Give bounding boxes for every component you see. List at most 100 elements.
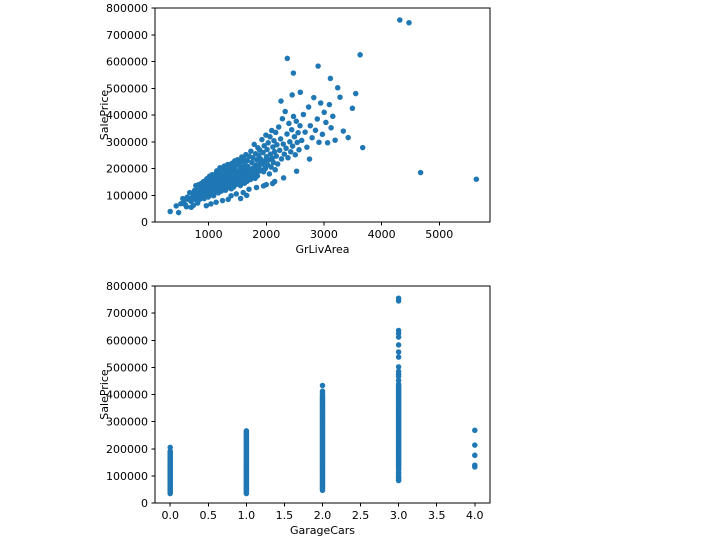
data-point	[323, 119, 329, 126]
data-point	[311, 94, 317, 101]
data-point	[316, 139, 322, 146]
data-point	[315, 63, 321, 69]
data-point	[287, 149, 294, 155]
data-point	[280, 175, 287, 181]
data-point	[265, 140, 271, 146]
data-point	[286, 120, 292, 127]
data-point	[352, 90, 359, 97]
y-tick-label: 300000	[106, 136, 148, 149]
data-point	[271, 137, 277, 144]
data-point	[312, 127, 319, 134]
data-point	[276, 147, 283, 154]
data-point	[321, 109, 327, 116]
data-point	[302, 129, 308, 135]
data-point	[280, 141, 287, 147]
data-point	[261, 143, 267, 149]
data-point	[260, 149, 266, 156]
data-point	[167, 490, 173, 497]
data-point	[237, 195, 244, 202]
data-point	[296, 147, 302, 153]
data-point	[314, 116, 321, 122]
data-point	[295, 129, 301, 136]
data-point	[272, 129, 279, 136]
y-axis: 0 100000 200000 300000 400000 500000 600000 700…	[98, 280, 155, 510]
data-point	[251, 141, 257, 148]
x-tick-label: 4000	[368, 228, 396, 241]
y-tick-label: 600000	[106, 334, 148, 347]
data-point	[173, 203, 179, 209]
data-point	[326, 101, 333, 108]
data-point	[395, 373, 402, 380]
y-tick-label: 200000	[106, 443, 148, 456]
data-point	[292, 151, 299, 158]
data-point	[319, 382, 326, 389]
data-point	[293, 168, 300, 174]
y-tick-label: 0	[141, 497, 148, 510]
data-point	[334, 85, 341, 91]
y-tick-label: 700000	[106, 307, 148, 320]
y-tick-label: 700000	[106, 29, 148, 42]
data-point	[281, 151, 288, 157]
data-point	[297, 122, 303, 129]
data-point	[282, 108, 288, 115]
data-point	[274, 161, 281, 167]
y-tick-label: 0	[141, 216, 148, 229]
data-point	[349, 105, 356, 112]
data-point	[270, 159, 277, 166]
data-point	[267, 151, 274, 157]
data-point	[340, 128, 347, 134]
x-tick-label: 2.5	[352, 509, 370, 522]
grlivarea-vs-saleprice-plot: 1000 2000 3000 4000 5000 GrLivArea 0 100000 2000…	[98, 2, 491, 256]
data-point	[253, 184, 260, 191]
data-point	[266, 171, 273, 177]
x-tick-label: 3.5	[428, 509, 446, 522]
y-tick-label: 400000	[106, 389, 148, 402]
data-point	[472, 464, 478, 470]
data-point	[327, 75, 334, 82]
x-tick-label: 0.5	[200, 509, 218, 522]
data-point	[285, 155, 291, 161]
data-point	[305, 104, 312, 110]
data-point	[298, 137, 305, 144]
data-point	[289, 92, 295, 98]
x-axis-label: GrLivArea	[295, 243, 349, 256]
data-point	[167, 444, 173, 451]
data-point	[267, 134, 273, 140]
y-tick-label: 600000	[106, 56, 148, 69]
data-point	[309, 134, 315, 141]
data-point	[275, 124, 282, 130]
data-point	[284, 55, 291, 62]
y-axis-label: SalePrice	[98, 90, 111, 141]
data-point	[284, 131, 290, 137]
x-tick-label: 1.0	[238, 509, 256, 522]
x-tick-label: 3.0	[390, 509, 408, 522]
y-tick-label: 500000	[106, 361, 148, 374]
data-point	[167, 208, 173, 215]
data-point	[264, 146, 270, 153]
data-point	[406, 19, 412, 26]
data-point	[300, 111, 307, 118]
points-group	[167, 295, 478, 497]
data-point	[417, 169, 424, 176]
data-point	[395, 342, 402, 348]
data-point	[287, 139, 293, 145]
data-point	[225, 196, 231, 203]
data-point	[290, 70, 297, 76]
y-tick-label: 800000	[106, 2, 148, 15]
data-point	[472, 442, 478, 448]
data-point	[473, 176, 480, 182]
data-point	[183, 204, 190, 210]
data-point	[213, 199, 219, 205]
garagecars-vs-saleprice-plot: 0.0 0.5 1.0 1.5 2.0 2.5 3.0 3.5 4.0 GarageCars 0 10…	[98, 280, 491, 537]
y-axis: 0 100000 200000 300000 400000 500000 600000 700…	[98, 2, 155, 229]
data-point	[283, 145, 289, 152]
data-point	[345, 134, 351, 141]
data-point	[190, 202, 197, 209]
data-point	[249, 159, 255, 166]
x-axis: 0.0 0.5 1.0 1.5 2.0 2.5 3.0 3.5 4.0 GarageCars	[161, 503, 484, 537]
data-point	[306, 156, 313, 162]
data-point	[395, 377, 402, 384]
x-tick-label: 1.5	[276, 509, 294, 522]
data-point	[219, 197, 226, 204]
